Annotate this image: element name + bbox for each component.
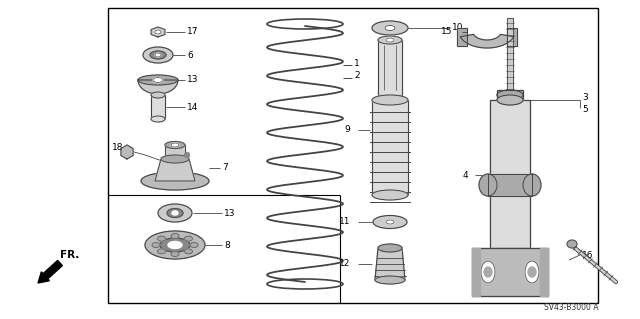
Bar bbox=[490, 100, 530, 248]
Ellipse shape bbox=[152, 242, 160, 248]
Ellipse shape bbox=[160, 238, 190, 252]
Bar bbox=[507, 18, 513, 95]
Bar bbox=[540, 248, 548, 296]
Text: 12: 12 bbox=[339, 259, 350, 269]
Ellipse shape bbox=[375, 276, 405, 284]
Text: 3: 3 bbox=[582, 93, 588, 102]
Bar bbox=[507, 18, 513, 95]
Ellipse shape bbox=[523, 174, 541, 196]
Ellipse shape bbox=[373, 216, 407, 228]
Text: 4: 4 bbox=[462, 170, 468, 180]
Bar bbox=[497, 90, 523, 100]
Text: 13: 13 bbox=[224, 209, 236, 218]
Bar bbox=[165, 145, 185, 159]
Ellipse shape bbox=[141, 172, 209, 190]
Text: 17: 17 bbox=[187, 27, 198, 36]
Text: 5: 5 bbox=[582, 106, 588, 115]
Text: SV43-B3000 A: SV43-B3000 A bbox=[543, 303, 598, 313]
Ellipse shape bbox=[151, 116, 165, 122]
Bar bbox=[372, 100, 408, 195]
Ellipse shape bbox=[171, 234, 179, 239]
Ellipse shape bbox=[497, 95, 523, 105]
Ellipse shape bbox=[386, 38, 394, 42]
Bar bbox=[457, 28, 467, 46]
Polygon shape bbox=[155, 159, 195, 181]
Bar bbox=[378, 40, 402, 95]
Bar bbox=[507, 28, 517, 46]
Bar bbox=[378, 40, 402, 95]
Ellipse shape bbox=[479, 174, 497, 196]
Bar bbox=[472, 248, 548, 296]
Bar bbox=[165, 145, 185, 159]
Ellipse shape bbox=[153, 78, 163, 83]
Bar bbox=[490, 100, 530, 248]
Text: 9: 9 bbox=[344, 125, 350, 135]
Bar bbox=[151, 95, 165, 119]
Ellipse shape bbox=[157, 249, 166, 254]
Bar bbox=[472, 248, 480, 296]
Ellipse shape bbox=[484, 267, 492, 277]
Ellipse shape bbox=[145, 231, 205, 259]
Bar bbox=[108, 8, 598, 303]
Ellipse shape bbox=[155, 53, 161, 57]
Bar bbox=[457, 28, 467, 46]
Text: 15: 15 bbox=[440, 27, 452, 36]
Bar bbox=[507, 28, 517, 46]
Ellipse shape bbox=[497, 90, 523, 100]
Text: 1: 1 bbox=[354, 58, 360, 68]
Text: 14: 14 bbox=[187, 102, 198, 112]
Text: 11: 11 bbox=[339, 218, 350, 226]
Ellipse shape bbox=[386, 220, 394, 224]
Ellipse shape bbox=[158, 204, 192, 222]
Bar bbox=[151, 95, 165, 119]
Bar bbox=[488, 174, 532, 196]
Ellipse shape bbox=[378, 244, 402, 252]
Ellipse shape bbox=[525, 261, 539, 283]
Ellipse shape bbox=[372, 21, 408, 35]
Polygon shape bbox=[151, 27, 165, 37]
Ellipse shape bbox=[378, 36, 402, 44]
Ellipse shape bbox=[150, 51, 166, 59]
Polygon shape bbox=[460, 34, 514, 48]
Text: 13: 13 bbox=[187, 76, 198, 85]
FancyArrow shape bbox=[38, 260, 62, 283]
Ellipse shape bbox=[481, 261, 495, 283]
Ellipse shape bbox=[151, 92, 165, 98]
Ellipse shape bbox=[143, 47, 173, 63]
Ellipse shape bbox=[567, 240, 577, 248]
Ellipse shape bbox=[171, 143, 179, 147]
Ellipse shape bbox=[184, 249, 193, 254]
Text: 16: 16 bbox=[582, 250, 593, 259]
Text: 18: 18 bbox=[112, 144, 124, 152]
Ellipse shape bbox=[161, 155, 189, 163]
Ellipse shape bbox=[372, 95, 408, 105]
Polygon shape bbox=[138, 80, 178, 94]
Ellipse shape bbox=[528, 267, 536, 277]
Ellipse shape bbox=[172, 211, 178, 215]
Bar bbox=[472, 248, 548, 296]
Bar bbox=[488, 174, 532, 196]
Ellipse shape bbox=[168, 241, 182, 249]
Ellipse shape bbox=[385, 26, 395, 31]
Text: 7: 7 bbox=[222, 164, 228, 173]
Ellipse shape bbox=[171, 251, 179, 256]
Polygon shape bbox=[121, 145, 133, 159]
Text: 10: 10 bbox=[452, 24, 463, 33]
Ellipse shape bbox=[190, 242, 198, 248]
Ellipse shape bbox=[372, 190, 408, 200]
Ellipse shape bbox=[138, 75, 178, 85]
Polygon shape bbox=[375, 248, 405, 280]
Text: FR.: FR. bbox=[60, 250, 79, 260]
Ellipse shape bbox=[167, 209, 183, 218]
Text: 2: 2 bbox=[354, 71, 360, 80]
Bar bbox=[372, 100, 408, 195]
Text: 8: 8 bbox=[224, 241, 230, 249]
Ellipse shape bbox=[184, 236, 193, 241]
Ellipse shape bbox=[155, 30, 161, 34]
Ellipse shape bbox=[165, 142, 185, 149]
Ellipse shape bbox=[184, 152, 189, 158]
Bar bbox=[497, 90, 523, 100]
Ellipse shape bbox=[157, 236, 166, 241]
Text: 6: 6 bbox=[187, 50, 193, 60]
